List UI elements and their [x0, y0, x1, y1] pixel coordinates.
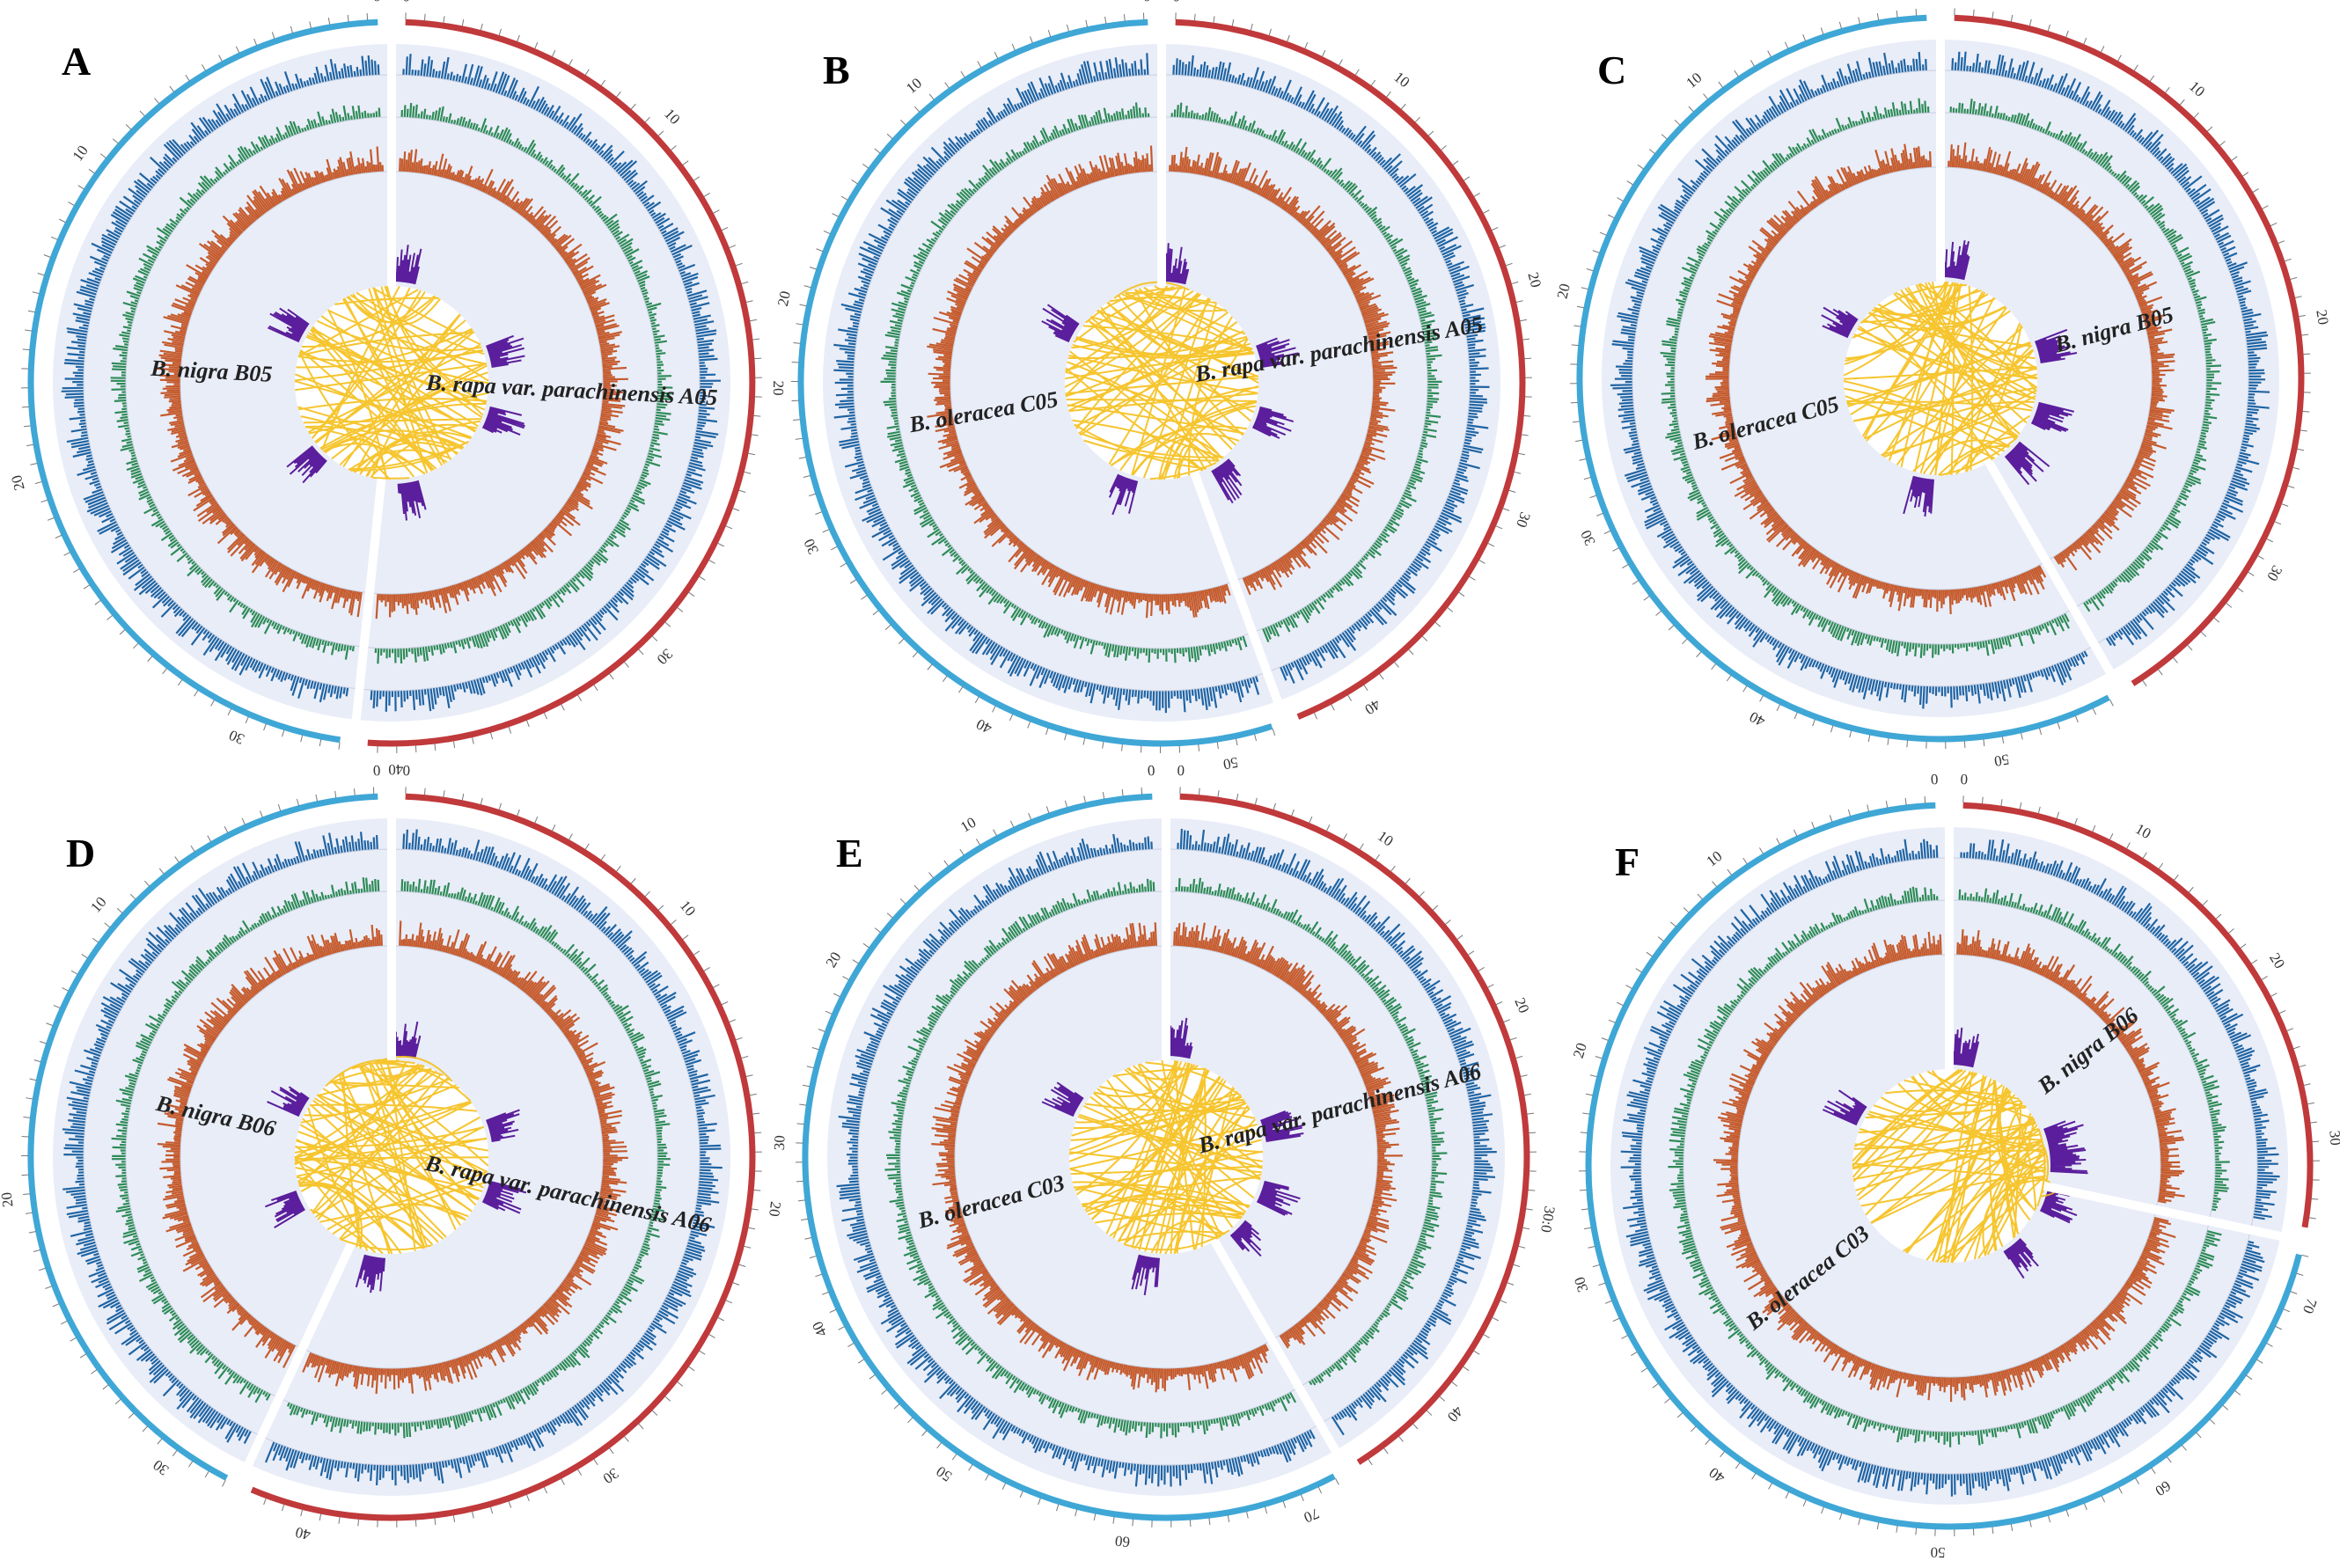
- left-tick-label: 70: [1302, 1505, 1322, 1526]
- left-tick-label: 40: [809, 1319, 831, 1340]
- right-tick-label: 30: [2326, 1130, 2340, 1146]
- right-tick-label: 0: [1960, 771, 1968, 788]
- right-tick-label: 20: [2266, 950, 2288, 971]
- left-tick-label: 30: [150, 1456, 172, 1478]
- right-tick-label: 20: [1524, 270, 1544, 289]
- right-tick-label: 0: [1172, 0, 1180, 4]
- right-tick-label: 40: [1361, 696, 1383, 718]
- panel-letter: C: [1597, 48, 1626, 92]
- left-tick-label: 10: [87, 893, 109, 915]
- left-tick-label: 10: [70, 143, 92, 165]
- left-tick-label: 40: [973, 715, 994, 737]
- right-tick-label: 40: [388, 761, 403, 778]
- panel-letter: B: [823, 48, 850, 92]
- right-tick-label: 10: [1375, 827, 1397, 849]
- panel-letter: E: [836, 831, 863, 876]
- right-tick-label: 20: [2313, 309, 2331, 326]
- left-tick-label: 50: [1930, 1544, 1946, 1561]
- left-tick-label: 0: [1143, 0, 1151, 4]
- left-tick-label: 30: [1571, 1275, 1591, 1294]
- right-tick-label: 0: [1177, 762, 1185, 779]
- left-tick-label: 10: [903, 75, 925, 97]
- right-tick-label: 40: [1444, 1403, 1466, 1425]
- left-tick-label: 20: [1554, 282, 1573, 300]
- right-tick-label: 10: [661, 106, 683, 128]
- left-tick-label: 70: [2300, 1296, 2321, 1316]
- right-tick-label: 20: [766, 1200, 784, 1217]
- left-tick-label: 0: [1148, 762, 1155, 779]
- right-tick-label: 30: [600, 1465, 622, 1487]
- left-tick-label: 50: [933, 1462, 955, 1484]
- left-tick-label: 10: [1683, 69, 1705, 91]
- left-tick-label: 20: [774, 289, 794, 308]
- right-tick-label: 10: [2186, 77, 2208, 99]
- right-tick-label: 0: [402, 762, 410, 779]
- right-tick-label: 40: [294, 1524, 312, 1543]
- left-tick-label: 30: [801, 536, 822, 556]
- left-tick-label: 10: [1703, 847, 1725, 869]
- right-tick-label: 30: [654, 646, 676, 668]
- panel-letter: F: [1615, 839, 1639, 884]
- circos-panel-a: A0102030400102030B. rapa var. parachinen…: [8, 0, 787, 778]
- left-tick-label: 0: [373, 762, 381, 779]
- left-tick-label: 60: [1114, 1532, 1131, 1550]
- left-tick-label: 20: [0, 1191, 16, 1208]
- panel-letter: D: [66, 831, 95, 876]
- left-tick-label: 30: [226, 727, 246, 748]
- left-tick-label: 0: [373, 0, 381, 4]
- right-tick-label: 30: [1513, 509, 1534, 530]
- right-tick-label: 20: [770, 380, 787, 395]
- right-tick-label: 10: [1390, 69, 1412, 91]
- left-tick-label: 30: [771, 1135, 789, 1151]
- circos-panel-b: B01020304001020304050B. rapa var. parach…: [774, 0, 1544, 773]
- left-tick-label: 0: [1931, 771, 1939, 788]
- right-tick-label: 20: [1511, 995, 1532, 1015]
- right-tick-label: 30: [2263, 562, 2285, 583]
- right-tick-label: 30:0: [1537, 1205, 1559, 1234]
- panel-letter: A: [62, 39, 91, 84]
- left-tick-label: 30: [1577, 528, 1598, 548]
- left-tick-label: 20: [8, 473, 28, 492]
- left-tick-label: 50: [1221, 754, 1239, 773]
- left-tick-label: 20: [1570, 1041, 1590, 1060]
- left-tick-label: 10: [957, 814, 979, 836]
- left-tick-label: 40: [1747, 708, 1768, 730]
- right-tick-label: 10: [677, 898, 699, 920]
- left-tick-label: 60: [2153, 1477, 2175, 1499]
- left-tick-label: 40: [1705, 1464, 1727, 1486]
- right-tick-label: 10: [2132, 820, 2153, 842]
- right-tick-label: 0: [402, 0, 410, 4]
- left-tick-label: 50: [1993, 751, 2011, 769]
- left-tick-label: 20: [822, 949, 844, 970]
